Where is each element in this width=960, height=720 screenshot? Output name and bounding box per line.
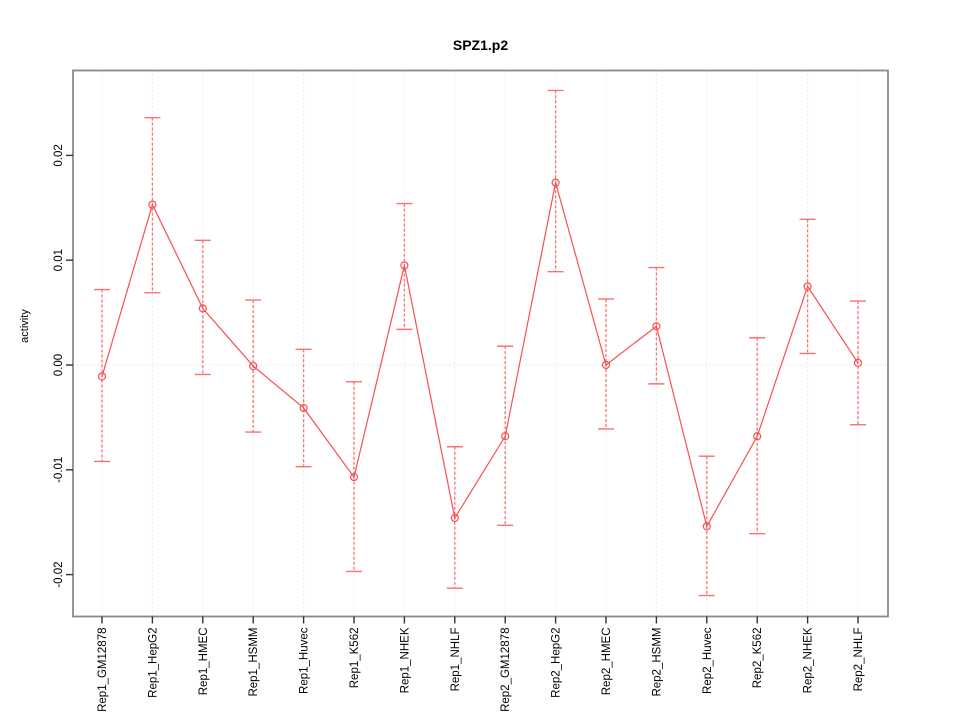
x-tick-label: Rep1_Huvec [299, 627, 311, 694]
data-point [249, 361, 258, 371]
data-point [652, 322, 661, 331]
data-point [853, 358, 863, 368]
x-tick-label: Rep1_NHEK [399, 627, 411, 693]
data-point [299, 403, 308, 413]
data-point [198, 304, 207, 313]
x-tick-label: Rep2_HMEC [601, 628, 613, 696]
y-tick-label: 0.01 [53, 249, 65, 271]
x-tick-label: Rep1_K562 [349, 628, 361, 689]
x-tick-label: Rep1_HMEC [198, 628, 210, 696]
data-point [400, 261, 409, 270]
error-bar [698, 455, 715, 597]
x-tick-label: Rep1_HepG2 [147, 628, 159, 698]
x-tick-label: Rep1_GM12878 [97, 628, 109, 712]
data-point [501, 432, 510, 441]
data-point [551, 178, 560, 187]
y-tick-label: 0.02 [53, 144, 65, 166]
data-point [601, 360, 611, 370]
gridlines [73, 70, 888, 617]
error-bar [648, 266, 665, 385]
x-tick-label: Rep2_NHEK [803, 627, 815, 693]
x-tick-label: Rep2_HSMM [651, 628, 663, 697]
data-point [702, 522, 711, 531]
data-point [148, 200, 157, 209]
y-tick-label: 0.00 [53, 354, 65, 376]
y-axis: 0.02 0.01 0.00 -0.01 -0.02 [53, 144, 73, 588]
data-point [803, 282, 812, 291]
x-tick-label: Rep1_HSMM [248, 628, 260, 697]
error-bar [598, 298, 614, 430]
x-tick-label: Rep1_NHLF [450, 628, 462, 692]
error-bar [497, 345, 514, 527]
error-bar [547, 89, 564, 273]
plot-border [72, 69, 889, 618]
y-tick-label: -0.02 [53, 561, 65, 587]
data-point [349, 473, 359, 482]
error-bar [295, 348, 312, 468]
data-point [450, 513, 459, 523]
x-tick-label: Rep2_NHLF [853, 628, 865, 692]
error-bar [346, 381, 362, 573]
x-tick-label: Rep2_GM12878 [500, 628, 512, 712]
data-points [97, 178, 863, 531]
chart-title: SPZ1.p2 [452, 37, 509, 53]
series-line [101, 182, 859, 529]
x-tick-label: Rep2_HepG2 [551, 628, 563, 698]
data-point [753, 432, 762, 441]
y-tick-label: -0.01 [53, 457, 65, 483]
error-bars [94, 89, 866, 597]
data-point [97, 372, 107, 381]
x-tick-label: Rep2_Huvec [702, 627, 714, 694]
x-axis: Rep1_GM12878 Rep1_HepG2 Rep1_HMEC Rep1_HSMM… [97, 616, 865, 712]
x-tick-label: Rep2_K562 [752, 628, 764, 689]
